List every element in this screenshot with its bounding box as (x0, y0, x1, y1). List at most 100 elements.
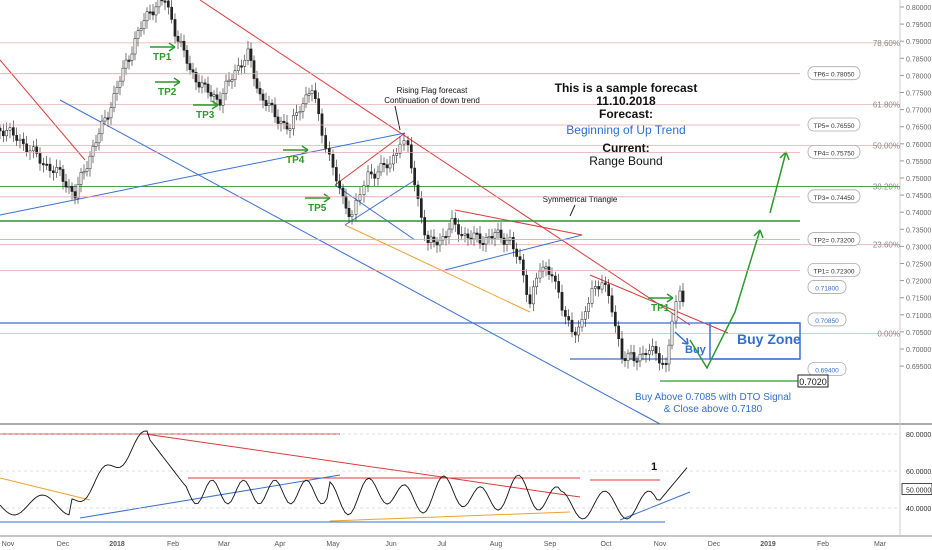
buy-zone-box[interactable] (709, 322, 801, 360)
candle-body (600, 282, 604, 290)
osc-tick-label: 80.0000 (906, 432, 931, 439)
candle-body (55, 167, 59, 173)
candle-body (490, 236, 494, 239)
candle-body (610, 295, 614, 313)
candle-body (354, 199, 358, 215)
candle-body (191, 69, 195, 73)
candle-body (350, 214, 354, 217)
price-tick-label: 0.75000 (906, 176, 931, 183)
candle-body (629, 352, 633, 355)
candle-body (73, 191, 77, 199)
candle-body (206, 83, 210, 93)
candle-body (567, 316, 571, 321)
candle-body (570, 319, 574, 333)
candle-body (502, 237, 506, 245)
candle-body (587, 303, 591, 312)
candle-body (236, 65, 240, 71)
price-tick-label: 0.72000 (906, 279, 931, 286)
candle-body (94, 142, 98, 147)
osc-orange-rise (329, 511, 571, 522)
candle-body (115, 87, 119, 94)
candle-body (423, 217, 427, 236)
candle-body (597, 286, 601, 290)
candle-body (426, 234, 430, 244)
candle-body (301, 103, 305, 112)
candle-body (18, 138, 22, 141)
candle-body (484, 237, 488, 245)
candle-body (358, 194, 362, 201)
candle-body (450, 218, 454, 230)
candle-body (435, 241, 439, 246)
candle-body (626, 353, 630, 361)
fib-label: 78.60% (873, 39, 900, 48)
candle-body (632, 352, 636, 362)
tp-markers: TP1 TP2 TP3 TP4 TP5 TP1 (150, 42, 674, 314)
target-labels: TP6= 0.78050 TP5= 0.76550 TP4= 0.75750 TP3=… (0, 66, 861, 376)
buy-arrow (674, 331, 689, 345)
price-tick-label: 0.73500 (906, 227, 931, 234)
candle-body (366, 171, 370, 186)
target-label: TP3= 0.74450 (813, 195, 854, 202)
time-tick-label: Dec (57, 541, 70, 548)
candle-body (41, 163, 45, 166)
candle-body (70, 186, 74, 192)
candle-body (8, 127, 12, 131)
candle-body (493, 232, 497, 239)
candle-body (413, 167, 417, 186)
rising-flag-label-2: Continuation of down trend (384, 96, 480, 105)
candle-body (1, 130, 5, 137)
candle-body (88, 155, 92, 170)
candle-body (252, 60, 256, 79)
candle-body (620, 338, 624, 359)
tp-arrowhead (323, 193, 331, 203)
time-tick-label: Nov (654, 541, 667, 548)
time-tick-label: 2018 (109, 541, 125, 548)
candle-body (334, 167, 338, 182)
candle-body (583, 311, 587, 320)
candle-body (200, 82, 204, 88)
tp-label: TP1 (153, 52, 172, 63)
candle-body (376, 171, 380, 179)
rising-flag-label-1: Rising Flag forecast (397, 86, 468, 95)
down-channel-support (59, 99, 661, 425)
forecast-header: This is a sample forecast 11.10.2018 For… (555, 81, 698, 168)
candle-body (438, 239, 442, 246)
buy-zone-label: Buy Zone (737, 331, 801, 347)
candle-body (457, 224, 460, 235)
candle-body (76, 184, 80, 199)
buy-rule-2: & Close above 0.7180 (664, 404, 763, 415)
price-tick-label: 0.71500 (906, 296, 931, 303)
target-box (807, 262, 861, 277)
candle-body (118, 80, 122, 88)
rising-flag-bottom (344, 179, 416, 226)
candle-body (224, 80, 228, 94)
time-tick-label: Mar (218, 541, 231, 548)
osc-current-box (901, 483, 932, 495)
candle-body (505, 240, 509, 245)
price-tick-label: 0.78000 (906, 73, 931, 80)
price-tick-label: 0.79000 (906, 39, 931, 46)
candle-body (444, 236, 448, 239)
candle-body (157, 0, 161, 8)
candle-body (525, 274, 529, 295)
osc-tick-label: 60.0000 (906, 469, 931, 476)
candle-body (460, 234, 464, 237)
candle-body (170, 6, 174, 20)
price-box-label: 0.70850 (815, 318, 839, 325)
candle-body (5, 130, 9, 137)
candle-body (553, 275, 557, 282)
candle-body (85, 168, 89, 172)
candle-body (163, 0, 167, 3)
candle-body (0, 127, 2, 132)
tp-arrowhead (666, 293, 674, 303)
candle-body (255, 78, 259, 89)
candle-body (402, 140, 406, 145)
candle-body (304, 94, 308, 105)
target-label: TP1= 0.72300 (813, 268, 854, 275)
trend-lines (0, 0, 800, 425)
candle-body (45, 163, 49, 166)
candle-body (127, 59, 131, 62)
price-box-label: 0.71800 (815, 285, 839, 292)
candle-body (324, 135, 328, 149)
candle-body (230, 79, 234, 82)
